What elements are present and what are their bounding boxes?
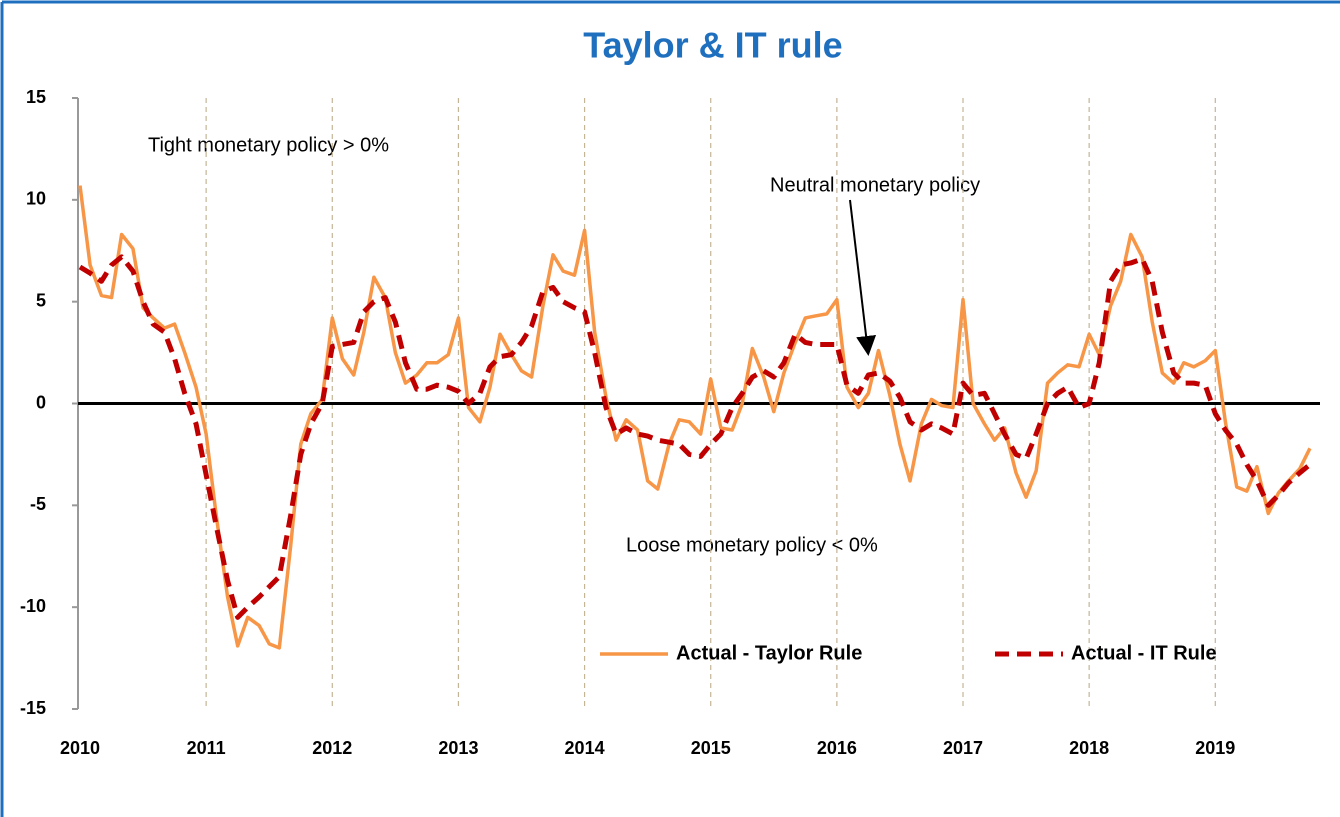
annotation: Tight monetary policy > 0% (148, 134, 389, 156)
annotation: Loose monetary policy < 0% (626, 534, 878, 556)
y-tick-label: 15 (26, 87, 46, 107)
x-tick-label: 2018 (1069, 738, 1109, 758)
x-tick-label: 2014 (565, 738, 605, 758)
series-line (78, 185, 1312, 650)
x-tick-label: 2015 (691, 738, 731, 758)
y-tick-label: -5 (30, 494, 46, 514)
plot-area: 2010 2011 2012 2013 2014 2015 2016 2017 2018 2019… (20, 87, 1320, 758)
legend: Actual - Taylor Rule Actual - IT Rule (600, 642, 1217, 664)
x-tick-label: 2017 (943, 738, 983, 758)
annotation-arrow (849, 199, 877, 356)
x-tick-label: 2012 (312, 738, 352, 758)
y-tick-label: -10 (20, 596, 46, 616)
legend-label: Actual - Taylor Rule (676, 642, 862, 664)
x-tick-label: 2013 (438, 738, 478, 758)
y-tick-label: 10 (26, 189, 46, 209)
x-tick-label: 2011 (187, 738, 226, 758)
series-line (78, 254, 1312, 620)
y-tick-label: 0 (36, 392, 46, 412)
x-tick-label: 2019 (1195, 738, 1235, 758)
annotation: Neutral monetary policy (770, 174, 980, 196)
y-tick-label: -15 (20, 698, 46, 718)
chart-title: Taylor & IT rule (583, 25, 842, 66)
y-tick-label: 5 (36, 290, 46, 310)
x-tick-label: 2016 (817, 738, 857, 758)
legend-label: Actual - IT Rule (1071, 642, 1217, 664)
x-tick-label: 2010 (60, 738, 100, 758)
